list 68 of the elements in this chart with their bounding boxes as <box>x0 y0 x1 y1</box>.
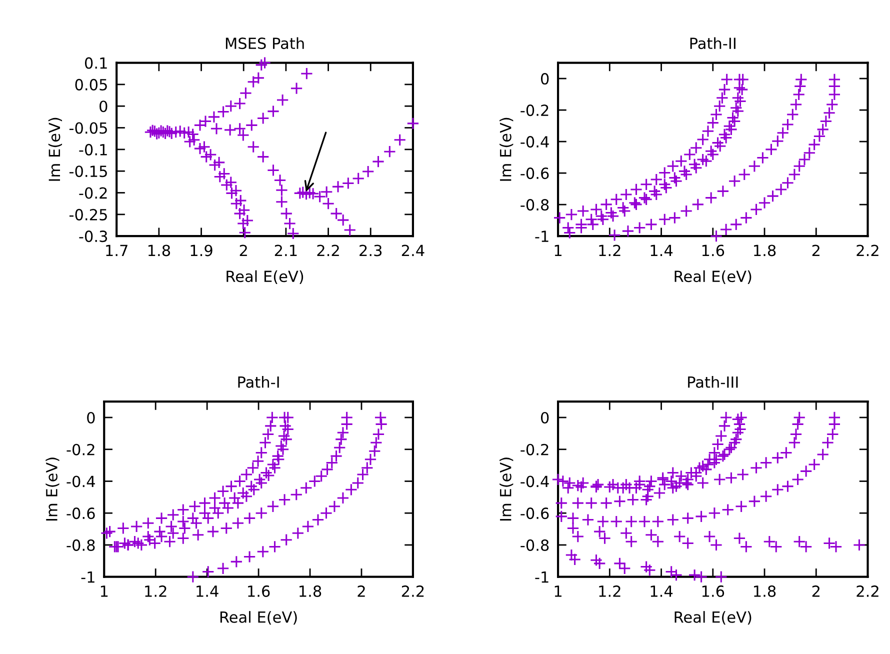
x-axis-title: Real E(eV) <box>226 270 304 284</box>
x-tick-label: 1.6 <box>702 585 724 597</box>
x-tick-label: 2.3 <box>360 244 382 256</box>
x-tick-label: 1 <box>100 586 108 597</box>
x-tick-label: 2.1 <box>274 244 297 256</box>
x-tick-label: 2.2 <box>856 585 878 597</box>
y-tick-label: -0.25 <box>69 208 107 220</box>
x-tick-label: 2.4 <box>402 244 424 256</box>
y-axis-title: Im E(eV) <box>500 458 514 521</box>
x-tick-label: 2 <box>812 585 820 597</box>
y-tick-label: -0.6 <box>66 508 95 520</box>
y-tick-label: -0.6 <box>520 508 549 520</box>
y-tick-label: -0.1 <box>79 144 107 156</box>
chart-title: Path-III <box>688 376 738 388</box>
y-tick-label: 0 <box>540 73 549 85</box>
y-tick-label: 0 <box>100 100 108 112</box>
y-tick-label: 0.05 <box>75 78 107 90</box>
y-tick-label: -0.2 <box>520 104 548 116</box>
y-tick-label: 0 <box>540 412 549 424</box>
y-tick-label: -0.4 <box>520 136 549 148</box>
x-axis-title: Real E(eV) <box>674 611 752 625</box>
y-tick-label: -0.8 <box>66 539 95 551</box>
y-tick-label: -0.3 <box>79 230 108 242</box>
y-tick-label: -0.15 <box>69 166 107 178</box>
y-axis-title: Im E(eV) <box>500 118 514 181</box>
y-tick-label: -0.8 <box>520 539 549 551</box>
chart-title: Path-II <box>690 37 736 50</box>
y-tick-label: -1 <box>535 230 548 242</box>
y-axis-title: Im E(eV) <box>46 458 60 521</box>
y-tick-label: -0.4 <box>66 476 95 488</box>
x-tick-label: 1.6 <box>248 585 270 597</box>
y-tick-label: -0.2 <box>79 187 107 199</box>
y-tick-label: -1 <box>535 571 548 583</box>
x-tick-label: 1.9 <box>190 244 212 256</box>
y-tick-label: -0.2 <box>66 444 94 456</box>
y-tick-label: -0.2 <box>520 444 548 456</box>
x-tick-label: 2.2 <box>402 585 424 597</box>
y-tick-label: -0.4 <box>520 476 549 488</box>
x-tick-label: 1.7 <box>106 244 128 256</box>
y-tick-label: -0.6 <box>520 168 549 180</box>
chart-title: Path-I <box>238 376 279 388</box>
y-axis-title: Im E(eV) <box>48 118 62 181</box>
x-tick-label: 2.2 <box>856 244 878 256</box>
x-tick-label: 1.2 <box>599 244 620 256</box>
x-tick-label: 1.8 <box>300 585 322 597</box>
y-tick-label: 0 <box>87 412 95 424</box>
x-tick-label: 1.2 <box>599 585 620 597</box>
x-tick-label: 1.8 <box>754 244 776 256</box>
x-tick-label: 1.8 <box>754 585 776 597</box>
x-tick-label: 2 <box>240 244 247 256</box>
x-tick-label: 1.4 <box>650 586 673 597</box>
y-tick-label: -0.05 <box>69 122 107 134</box>
x-tick-label: 1.6 <box>702 244 724 256</box>
y-tick-label: 0.1 <box>84 57 107 69</box>
x-tick-label: 1 <box>554 586 562 597</box>
x-tick-label: 2 <box>812 244 820 256</box>
x-tick-label: 1.4 <box>650 244 673 256</box>
y-tick-label: -0.8 <box>520 199 549 211</box>
x-tick-label: 1.8 <box>148 244 170 256</box>
x-tick-label: 2 <box>358 585 365 597</box>
x-tick-label: 2.2 <box>317 244 339 256</box>
x-tick-label: 1.4 <box>196 586 218 597</box>
x-axis-title: Real E(eV) <box>674 270 752 284</box>
chart-title: MSES Path <box>226 37 304 50</box>
y-tick-label: -1 <box>81 571 94 583</box>
x-tick-label: 1 <box>554 244 562 256</box>
x-tick-label: 1.2 <box>145 585 166 597</box>
x-axis-title: Real E(eV) <box>220 611 297 625</box>
